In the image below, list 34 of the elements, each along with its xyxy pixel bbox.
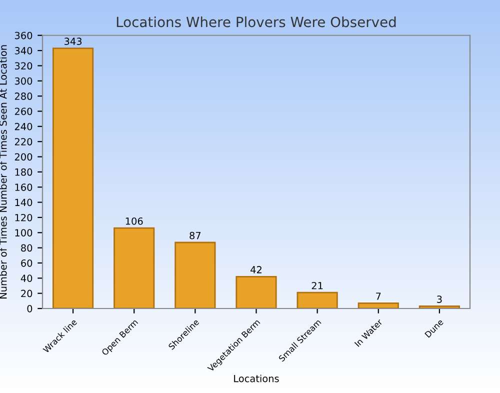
- y-tick-label: 260: [14, 108, 32, 116]
- bar: [236, 276, 277, 309]
- data-label: 7: [376, 292, 381, 300]
- y-tick-label: 60: [21, 259, 32, 267]
- data-label: 3: [437, 296, 442, 303]
- bar: [174, 242, 216, 309]
- y-tick-label: 80: [21, 244, 32, 252]
- chart-title: Locations Where Plovers Were Observed: [116, 16, 396, 28]
- data-label: 42: [250, 266, 262, 274]
- data-label: 343: [64, 38, 82, 45]
- y-tick-label: 100: [15, 229, 32, 236]
- y-tick-label: 160: [15, 184, 32, 191]
- y-tick-label: 180: [15, 168, 32, 176]
- data-label: 106: [126, 217, 143, 225]
- y-tick-label: 240: [14, 122, 32, 130]
- bar: [52, 48, 94, 309]
- y-tick-label: 280: [14, 92, 32, 100]
- bar: [358, 302, 399, 309]
- data-label: 21: [312, 282, 323, 290]
- y-tick-label: 0: [27, 304, 32, 312]
- y-tick-label: 320: [14, 62, 32, 70]
- y-tick-label: 360: [14, 32, 32, 40]
- y-tick-label: 340: [14, 47, 32, 54]
- bar: [296, 292, 338, 309]
- x-axis-title: Locations: [234, 374, 279, 382]
- bar: [114, 227, 155, 309]
- y-tick-label: 200: [14, 153, 32, 161]
- y-tick-label: 300: [14, 77, 32, 85]
- data-label: 87: [190, 232, 201, 240]
- y-tick-label: 120: [15, 214, 32, 222]
- y-tick-label: 20: [21, 290, 32, 298]
- y-tick-label: 220: [14, 138, 32, 146]
- y-tick-label: 140: [15, 198, 32, 206]
- y-tick-label: 40: [20, 274, 32, 282]
